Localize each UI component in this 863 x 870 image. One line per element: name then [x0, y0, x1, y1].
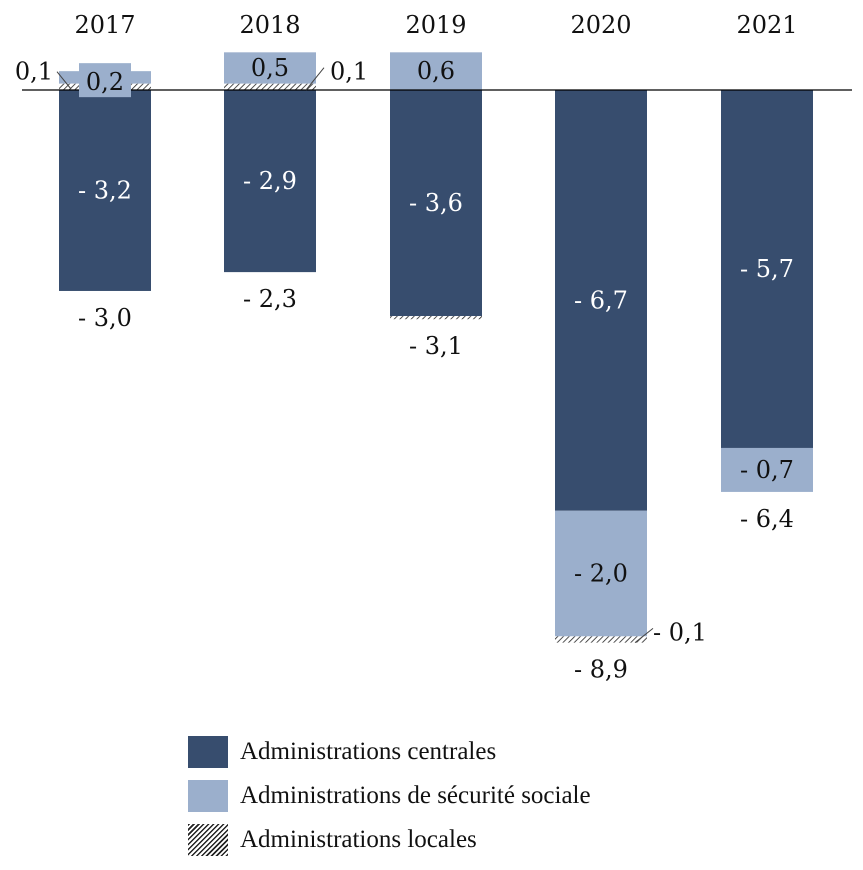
year-label: 2020 — [570, 11, 631, 39]
bar-value-label: - 0,7 — [740, 456, 794, 484]
bar-segment-centrales-2021 — [721, 90, 813, 448]
legend-label: Administrations centrales — [240, 738, 497, 765]
year-label: 2021 — [736, 11, 797, 39]
bar-segment-centrales-2017 — [59, 90, 151, 291]
bar-segment-centrales-2019 — [390, 90, 482, 317]
bar-value-label: - 3,2 — [78, 176, 132, 204]
total-value-label: - 3,1 — [409, 332, 463, 360]
legend-swatch-centrales — [188, 736, 228, 768]
year-label: 2017 — [74, 11, 135, 39]
bar-value-label: - 5,7 — [740, 255, 794, 283]
bar-value-label: 0,2 — [86, 68, 124, 96]
total-value-label: - 3,0 — [78, 304, 132, 332]
bar-segment-securite-sociale-2019 — [390, 52, 482, 90]
bar-value-label: - 6,7 — [574, 286, 628, 314]
bar-segment-securite-sociale-2020 — [555, 510, 647, 637]
bar-segment-locales-2019 — [390, 316, 482, 320]
bar-segment-centrales-2018 — [224, 90, 316, 273]
year-label: 2019 — [405, 11, 466, 39]
bar-segment-locales-2018 — [224, 83, 316, 90]
total-value-label: - 2,3 — [243, 285, 297, 313]
value-label-box — [79, 63, 131, 98]
bar-value-label: - 3,6 — [409, 189, 463, 217]
bar-segment-centrales-2020 — [555, 90, 647, 511]
local-value-label: - 0,1 — [653, 618, 707, 646]
bar-segment-securite-sociale-2018 — [224, 52, 316, 84]
legend-item-centrales: Administrations centrales — [188, 730, 591, 774]
legend-label: Administrations de sécurité sociale — [240, 782, 591, 809]
bar-value-label: 0,5 — [251, 54, 289, 82]
bar-segment-securite-sociale-2021 — [721, 447, 813, 492]
stacked-bar-chart: - 3,2 0,2 0,1 - 3,0 2017 - 2,9 0,5 0,1 - 2,3 2018… — [15, 11, 852, 684]
legend-item-securite-sociale: Administrations de sécurité sociale — [188, 774, 591, 818]
legend-label: Administrations locales — [240, 826, 477, 853]
bar-value-label: - 2,0 — [574, 560, 628, 588]
leader-line — [56, 71, 72, 90]
legend-item-locales: Administrations locales — [188, 818, 591, 862]
legend: Administrations centrales Administration… — [188, 730, 591, 862]
legend-swatch-locales — [188, 824, 228, 856]
legend-swatch-securite-sociale — [188, 780, 228, 812]
local-value-label: 0,1 — [15, 58, 53, 86]
leader-line — [305, 67, 325, 91]
local-value-label: 0,1 — [330, 58, 368, 86]
bar-value-label: 0,6 — [417, 57, 455, 85]
total-value-label: - 8,9 — [574, 656, 628, 684]
bar-value-label: - 2,9 — [243, 167, 297, 195]
year-label: 2018 — [239, 11, 300, 39]
bar-segment-locales-2020 — [555, 636, 647, 643]
total-value-label: - 6,4 — [740, 505, 794, 533]
leader-line — [634, 627, 654, 644]
